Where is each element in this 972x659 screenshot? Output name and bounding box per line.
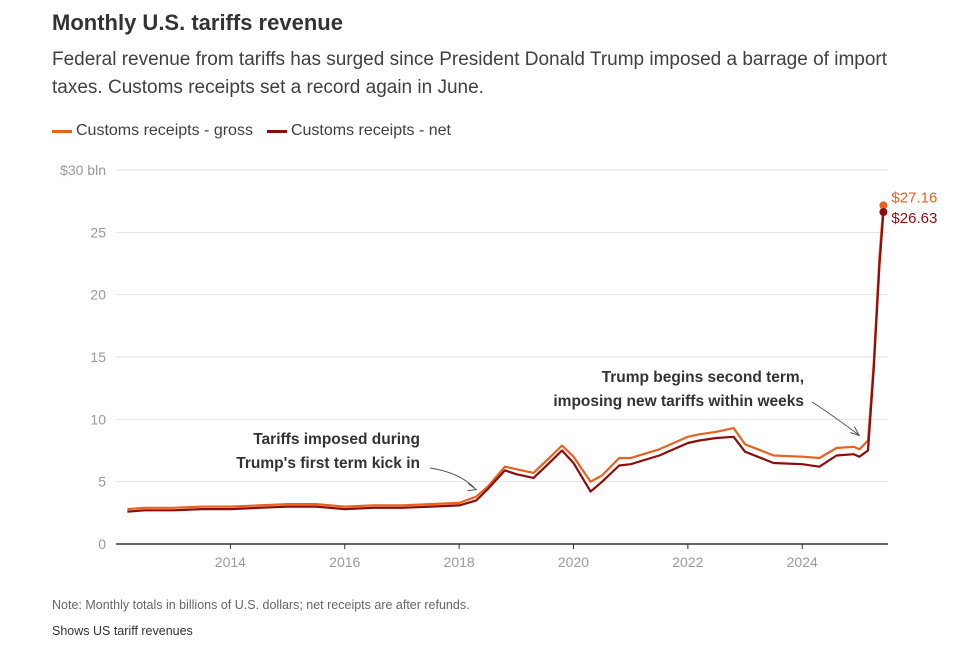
annotation-first-term-line: Trump's first term kick in (236, 455, 420, 472)
annotation-arrowhead-first-term (467, 483, 478, 492)
legend-swatch-net (266, 129, 287, 133)
y-tick-label: 20 (90, 287, 106, 303)
x-tick-label: 2014 (215, 554, 246, 570)
x-tick-label: 2022 (672, 554, 703, 570)
annotation-second-term-line: imposing new tariffs within weeks (553, 393, 804, 410)
y-tick-label: 15 (90, 349, 106, 365)
end-label-gross: $27.16 (891, 189, 937, 206)
x-tick-label: 2016 (329, 554, 360, 570)
annotation-first-term-line: Tariffs imposed during (253, 431, 420, 448)
annotation-arrow-second-term (811, 401, 859, 435)
chart-source: Shows US tariff revenues (52, 624, 193, 638)
x-tick-label: 2024 (787, 554, 818, 570)
y-tick-label: 0 (98, 536, 106, 552)
line-chart: 0 5 10 15 20 25 $30 bln 2014 2016 2018 2020 2022 202… (60, 162, 937, 570)
series-line-net (127, 211, 885, 513)
end-point-gross (879, 201, 888, 210)
series-line-gross (127, 205, 885, 511)
legend-label-gross: Customs receipts - gross (76, 122, 253, 139)
annotation-arrow-first-term (429, 467, 475, 489)
x-tick-label: 2018 (444, 554, 475, 570)
annotation-second-term-line: Trump begins second term, (602, 369, 804, 386)
legend-item-gross: Customs receipts - gross (52, 122, 253, 140)
end-label-net: $26.63 (891, 210, 937, 227)
x-tick-label: 2020 (558, 554, 589, 570)
annotation-arrowhead-second-term (850, 426, 861, 437)
y-tick-label: $30 bln (60, 162, 106, 178)
y-tick-label: 5 (98, 474, 106, 490)
chart-note: Note: Monthly totals in billions of U.S.… (52, 598, 470, 612)
y-tick-label: 25 (90, 224, 106, 240)
chart-subtitle: Federal revenue from tariffs has surged … (52, 49, 888, 98)
end-point-net (879, 208, 888, 217)
legend: Customs receipts - gross Customs receipt… (52, 122, 451, 140)
legend-item-net: Customs receipts - net (266, 122, 451, 140)
y-tick-label: 10 (90, 411, 106, 427)
chart-title: Monthly U.S. tariffs revenue (52, 10, 343, 35)
legend-label-net: Customs receipts - net (290, 122, 451, 139)
legend-swatch-gross (52, 129, 72, 133)
